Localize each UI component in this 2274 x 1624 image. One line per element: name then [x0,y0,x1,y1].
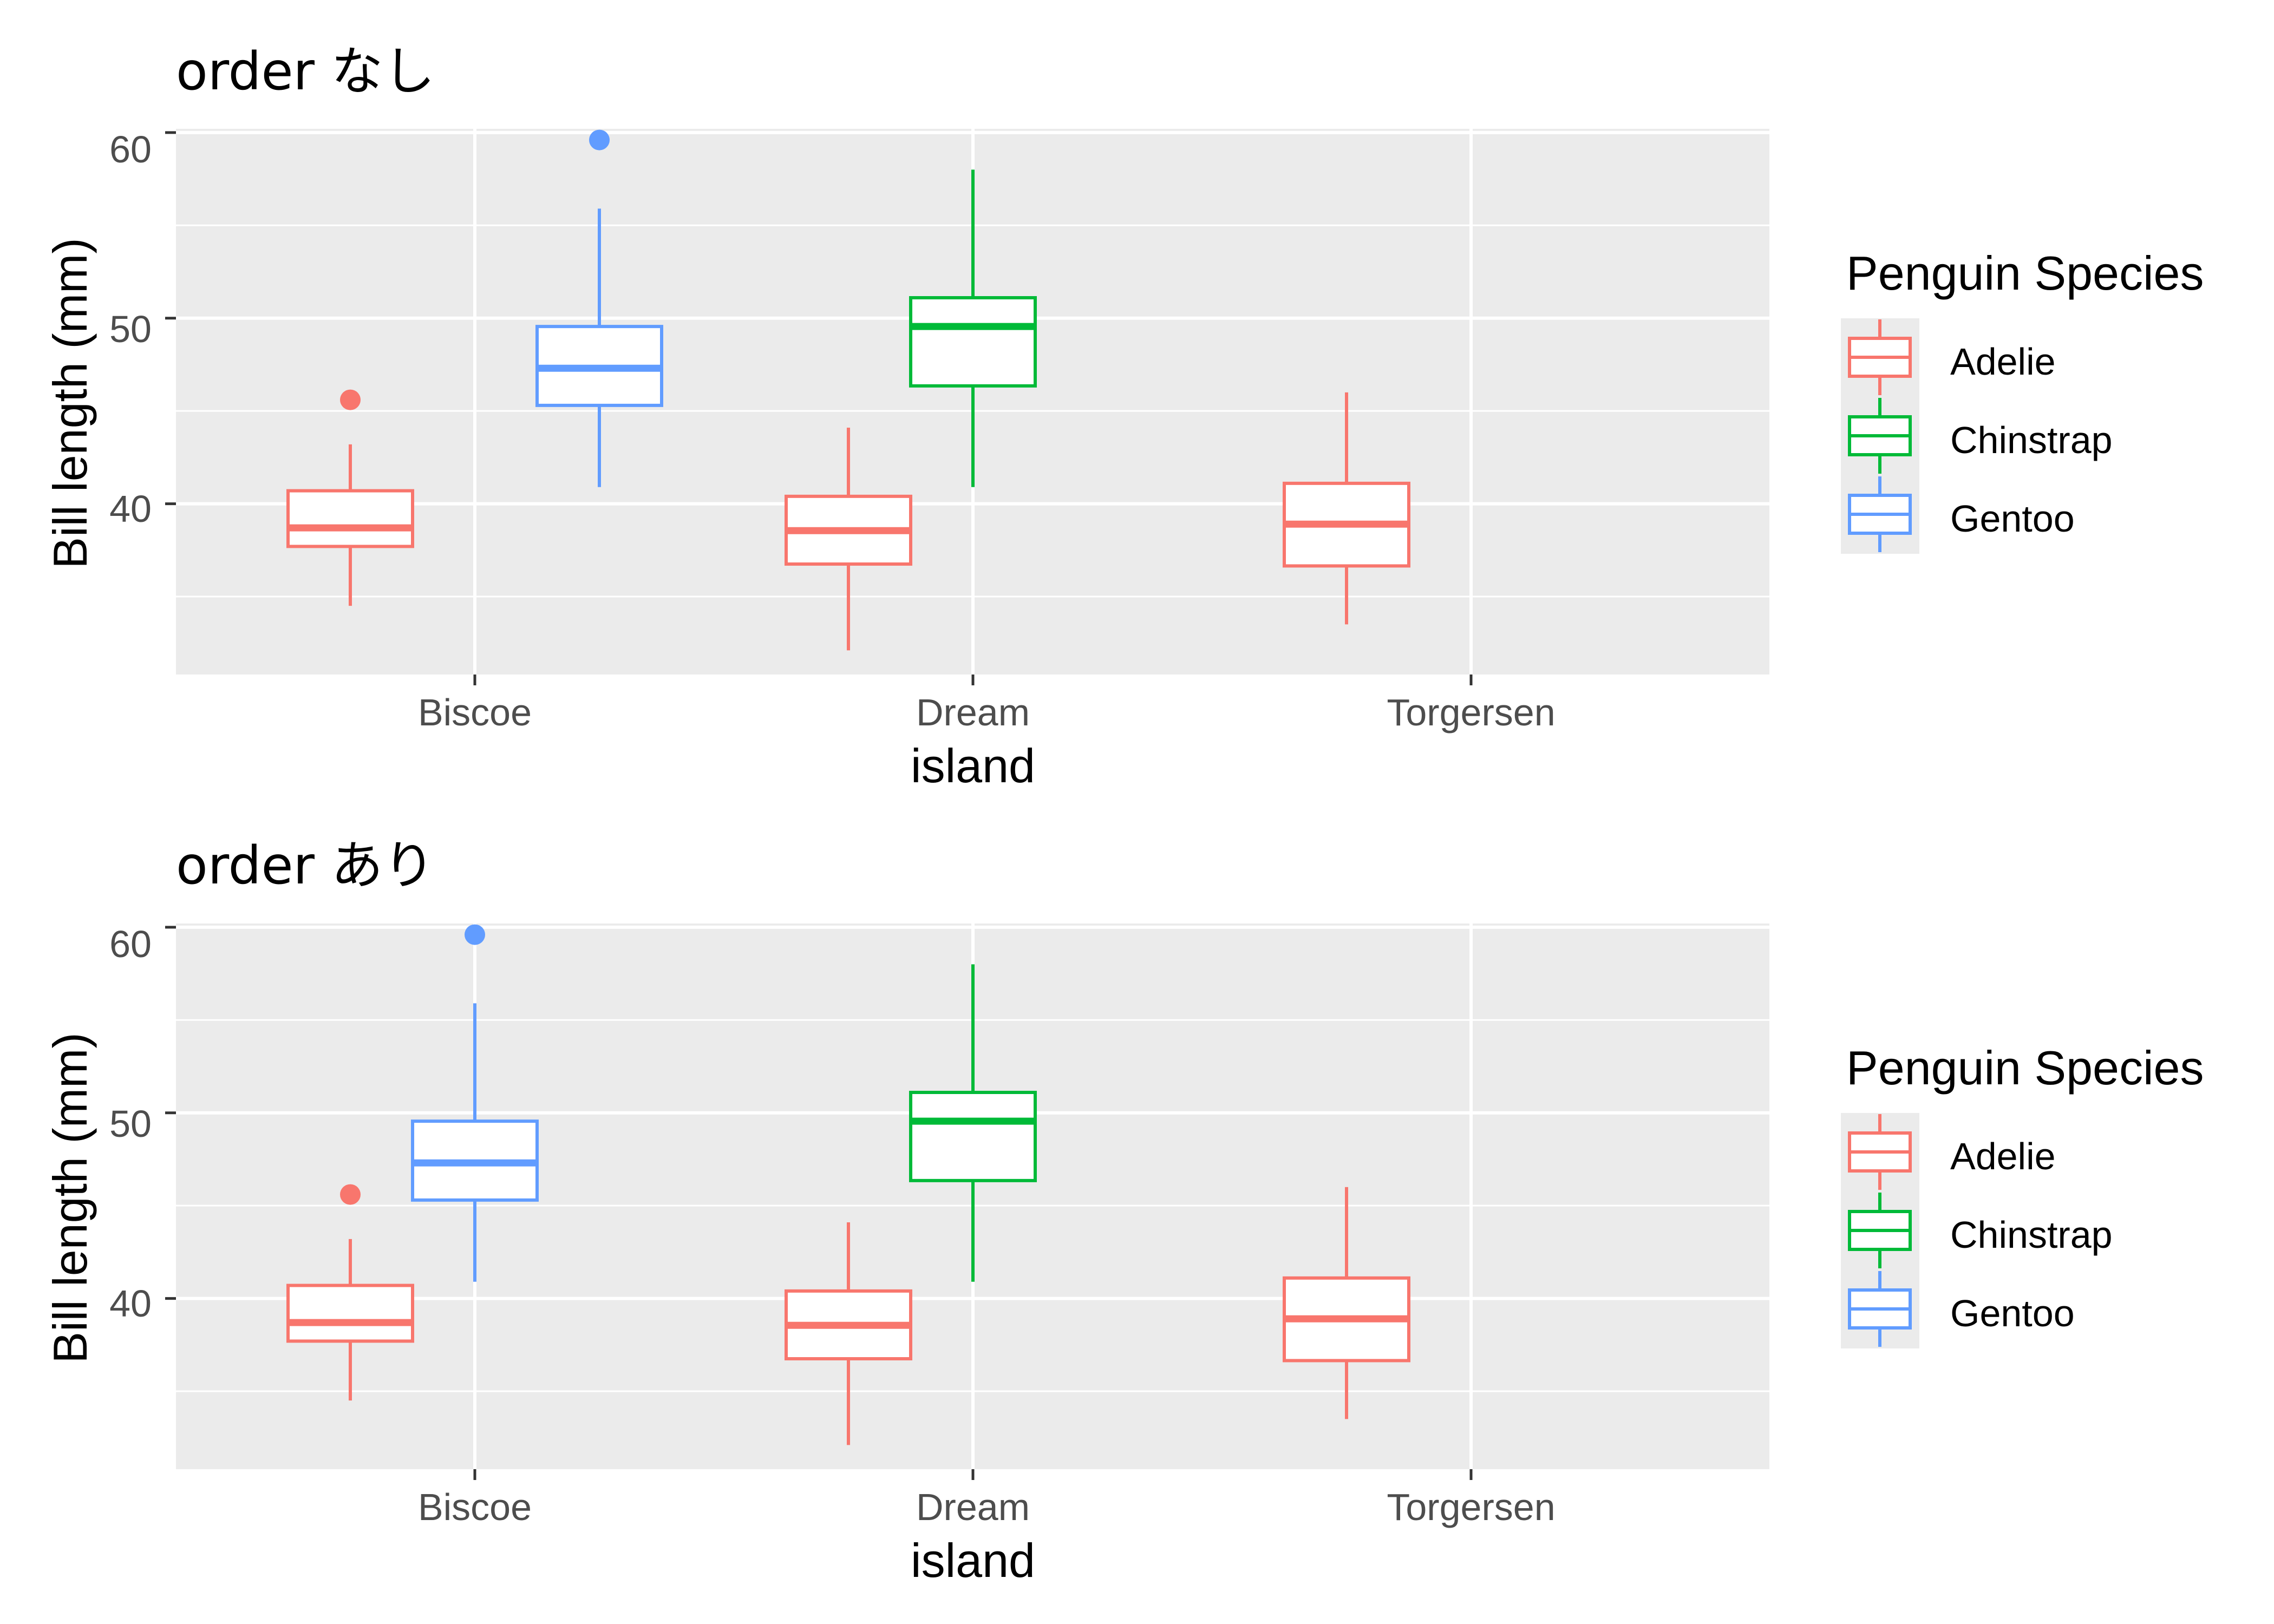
chart-2-xtick-label-torgersen: Torgersen [1387,1486,1555,1528]
chart-1-title: order なし [176,41,435,102]
chart-2-legend: Penguin Species Adelie Chinstrap Gentoo [1841,1041,2204,1348]
legend-key-adelie [1848,1114,1912,1190]
chart-2-legend-title: Penguin Species [1846,1041,2204,1095]
boxplot-biscoe-gentoo [411,924,539,1282]
chart-1-legend-label-adelie: Adelie [1950,340,2056,383]
chart-1-axis-ticks [165,131,1473,685]
boxplot-torgersen-adelie [1283,392,1410,625]
legend-key-gentoo [1848,1271,1912,1347]
chart-2-ytick-label-60: 60 [109,923,152,965]
chart-2-y-axis-title: Bill length (mm) [43,1032,97,1363]
legend-key-chinstrap [1848,1193,1912,1268]
chart-2-axis-ticks [165,926,1473,1480]
chart-1-legend: Penguin Species Adelie Chinstrap Gentoo [1841,246,2204,554]
chart-1-boxes [286,129,1410,651]
chart-1-xtick-label-dream: Dream [916,691,1030,734]
legend-key-adelie [1848,319,1912,395]
boxplot-torgersen-adelie [1283,1187,1410,1419]
chart-1-ytick-label-50: 50 [109,308,152,350]
chart-2-x-axis-title: island [911,1534,1035,1587]
chart-2: order あり 60 50 40 Biscoe Dream Torgersen… [43,835,2204,1587]
chart-1-x-axis-title: island [911,739,1035,793]
legend-key-chinstrap [1848,398,1912,474]
chart-2-title: order あり [176,835,435,896]
box-dream-chinstrap [909,296,1037,388]
box-biscoe-adelie [286,1284,414,1343]
chart-2-legend-label-gentoo: Gentoo [1950,1292,2075,1334]
chart-1: order なし 60 50 40 Biscoe Dream Torgersen… [43,41,2204,793]
legend-key-gentoo [1848,476,1912,552]
chart-2-boxes [286,924,1410,1445]
boxplot-dream-chinstrap [909,964,1037,1282]
chart-2-xtick-label-dream: Dream [916,1486,1030,1528]
chart-1-legend-label-chinstrap: Chinstrap [1950,419,2113,461]
chart-2-legend-keys [1841,1113,1919,1348]
boxplot-biscoe-adelie [286,1184,414,1401]
chart-1-ytick-label-40: 40 [109,488,152,530]
chart-1-legend-label-gentoo: Gentoo [1950,497,2075,540]
chart-1-y-axis-title: Bill length (mm) [43,238,97,568]
outlier-point-biscoe-adelie [340,1184,361,1205]
outlier-point-biscoe-gentoo [589,129,610,150]
chart-2-legend-label-adelie: Adelie [1950,1135,2056,1177]
chart-2-ytick-label-40: 40 [109,1282,152,1325]
boxplot-biscoe-adelie [286,389,414,606]
outlier-point-biscoe-gentoo [465,924,485,945]
outlier-point-biscoe-adelie [340,389,361,410]
chart-2-legend-label-chinstrap: Chinstrap [1950,1214,2113,1256]
chart-1-legend-keys [1841,318,1919,554]
chart-2-xtick-label-biscoe: Biscoe [418,1486,532,1528]
boxplot-dream-adelie [785,1222,912,1445]
chart-1-ytick-label-60: 60 [109,128,152,171]
boxplot-biscoe-gentoo [535,129,663,487]
boxplot-dream-adelie [785,428,912,651]
box-biscoe-adelie [286,489,414,548]
box-dream-chinstrap [909,1091,1037,1182]
chart-1-legend-title: Penguin Species [1846,246,2204,300]
chart-2-ytick-label-50: 50 [109,1103,152,1145]
chart-1-xtick-label-biscoe: Biscoe [418,691,532,734]
chart-1-xtick-label-torgersen: Torgersen [1387,691,1555,734]
boxplot-dream-chinstrap [909,169,1037,487]
